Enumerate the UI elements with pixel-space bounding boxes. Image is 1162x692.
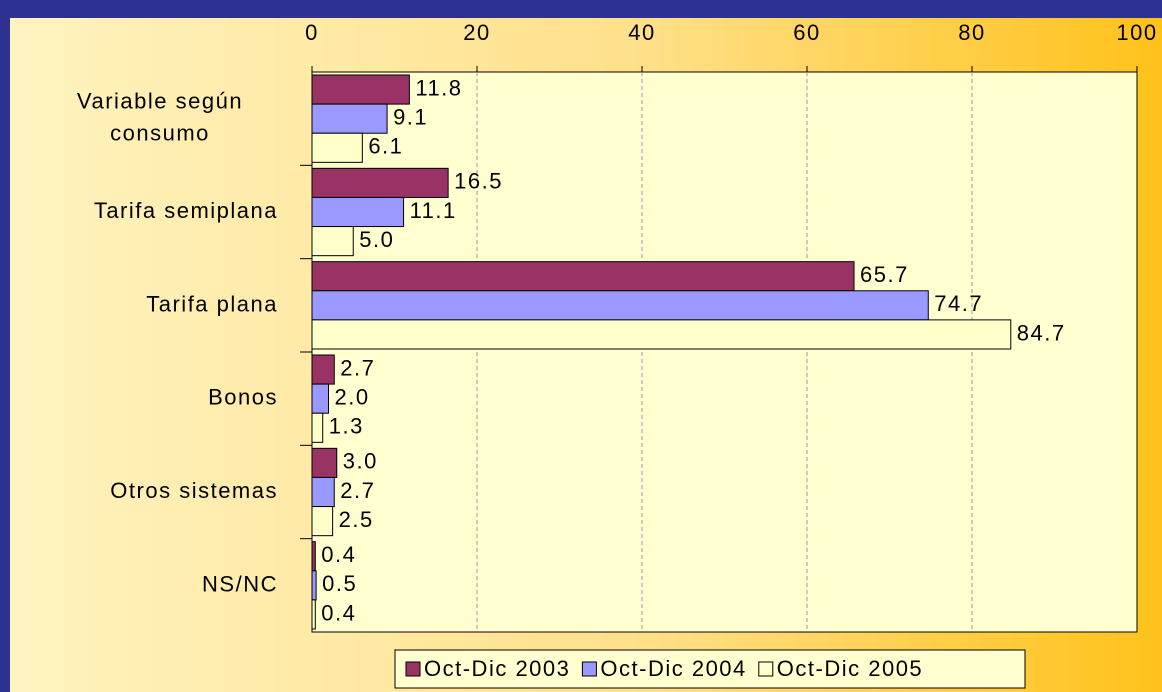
x-tick-label: 60 [793, 20, 820, 45]
label-line: Otros sistemas [110, 478, 278, 503]
value-label: 0.4 [321, 600, 356, 625]
value-label: 11.1 [410, 198, 457, 223]
x-tick-label: 20 [463, 20, 490, 45]
bar [311, 226, 354, 257]
label-line: Tarifa semiplana [94, 198, 278, 223]
bar [311, 261, 855, 292]
x-tick-label: 40 [628, 20, 655, 45]
bar [311, 506, 334, 537]
y-tick-label: Variable según consumo [77, 88, 243, 145]
legend-label: Oct-Dic 2004 [600, 656, 746, 681]
bar [311, 196, 405, 228]
value-label: 3.0 [343, 449, 378, 474]
value-label: 2.7 [340, 478, 375, 503]
bar [311, 383, 329, 414]
bar [311, 167, 449, 198]
bar [311, 599, 316, 630]
bar [311, 476, 335, 508]
y-tick-label: Bonos [208, 384, 278, 409]
bar [311, 412, 324, 443]
value-label: 16.5 [454, 169, 503, 194]
value-label: 84.7 [1017, 320, 1066, 345]
legend-swatch [581, 661, 597, 677]
bar [311, 103, 388, 134]
label-line: consumo [110, 120, 210, 145]
label-line: NS/NC [202, 571, 278, 596]
value-label: 6.1 [368, 134, 403, 159]
bar [311, 447, 338, 478]
value-label: 65.7 [860, 262, 909, 287]
value-label: 2.5 [339, 507, 374, 532]
x-tick-label: 0 [305, 20, 319, 45]
label-line: Tarifa plana [146, 291, 278, 316]
legend-label: Oct-Dic 2005 [777, 656, 923, 681]
value-label: 74.7 [934, 291, 983, 316]
value-label: 2.7 [340, 355, 375, 380]
value-label: 0.4 [321, 542, 356, 567]
value-label: 1.3 [329, 414, 364, 439]
y-tick-label: Tarifa semiplana [94, 198, 278, 223]
bar [311, 541, 316, 572]
bar [311, 74, 410, 105]
label-line: Variable según [77, 88, 243, 113]
value-label: 5.0 [359, 227, 394, 252]
legend-swatch [758, 661, 774, 677]
y-tick-label: Otros sistemas [110, 478, 278, 503]
x-tick-label: 100 [1116, 20, 1157, 45]
plot-area [311, 71, 1138, 633]
bar [311, 570, 317, 601]
value-label: 11.8 [415, 75, 462, 100]
value-label: 2.0 [335, 384, 370, 409]
bar [311, 354, 335, 385]
bar [311, 319, 1012, 350]
y-tick-label: Tarifa plana [146, 291, 278, 316]
y-tick-label: NS/NC [202, 571, 278, 596]
bar [311, 290, 929, 321]
bar [311, 132, 363, 163]
legend-swatch [405, 661, 421, 677]
legend-label: Oct-Dic 2003 [424, 656, 570, 681]
legend [394, 649, 1026, 689]
x-tick-label: 80 [958, 20, 985, 45]
value-label: 0.5 [322, 571, 357, 596]
value-label: 9.1 [393, 104, 428, 129]
label-line: Bonos [208, 384, 278, 409]
